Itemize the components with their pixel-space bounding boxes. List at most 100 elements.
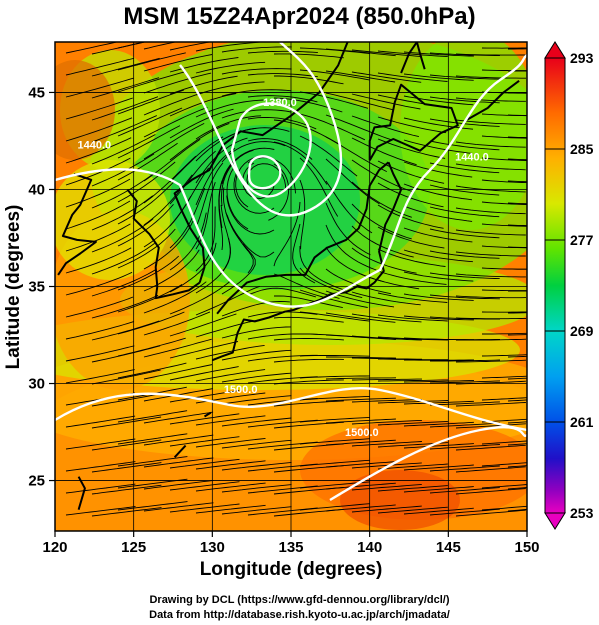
streamline: [351, 203, 412, 240]
streamline: [403, 161, 473, 178]
streamline: [221, 326, 291, 339]
colorbar-tick-label: 293: [570, 50, 594, 66]
colorbar-max-arrow: [544, 41, 566, 59]
streamline: [65, 200, 131, 230]
streamline: [455, 119, 526, 125]
streamline: [91, 57, 160, 77]
streamline: [299, 267, 363, 299]
streamline: [377, 420, 448, 426]
streamline: [403, 464, 474, 471]
streamline: [221, 68, 292, 75]
streamline: [351, 378, 422, 381]
streamline: [351, 93, 421, 110]
streamline: [221, 349, 292, 361]
colorbar: 293 285 277 269 261 253: [544, 41, 594, 530]
streamline: [299, 459, 370, 467]
streamline: [91, 218, 154, 253]
streamline: [403, 139, 473, 154]
streamline: [226, 167, 249, 230]
streamline: [195, 482, 266, 492]
streamline: [273, 421, 344, 429]
streamline: [481, 484, 527, 489]
y-axis: 25 30 35 40 45: [28, 84, 55, 490]
streamline: [169, 212, 207, 271]
contour-line: [230, 102, 312, 198]
streamline: [299, 157, 339, 217]
x-tick-label: 150: [514, 539, 539, 556]
streamline: [507, 158, 527, 161]
streamline: [403, 443, 474, 449]
streamline: [195, 285, 260, 316]
streamline: [247, 116, 317, 130]
streamline: [143, 311, 211, 336]
colorbar-scale: [544, 57, 566, 514]
streamline: [325, 312, 396, 323]
streamline: [91, 507, 162, 517]
streamline: [508, 48, 527, 50]
streamline: [377, 50, 448, 58]
streamline: [195, 437, 266, 448]
streamline: [455, 402, 526, 407]
streamline: [429, 184, 500, 196]
streamline: [143, 54, 213, 72]
streamline: [481, 135, 527, 139]
streamline: [169, 413, 240, 425]
streamline: [455, 380, 526, 385]
x-tick-label: 135: [278, 539, 303, 556]
streamline: [143, 364, 213, 380]
streamline: [117, 337, 186, 357]
field-patch: [400, 42, 527, 230]
streamline: [481, 375, 527, 379]
streamline: [299, 69, 370, 81]
streamline: [273, 141, 328, 185]
streamline: [65, 345, 135, 362]
streamline: [117, 410, 188, 423]
streamline: [65, 415, 136, 428]
streamline: [351, 462, 422, 469]
streamline: [273, 97, 343, 113]
streamline: [325, 268, 391, 295]
streamline: [429, 140, 500, 151]
streamline: [247, 50, 318, 54]
credit-data-source: Data from http://database.rish.kyoto-u.a…: [149, 609, 450, 621]
contour-label: 1380.0: [263, 97, 297, 109]
streamline: [299, 355, 371, 357]
streamline: [403, 249, 473, 263]
streamline: [143, 122, 205, 160]
streamline: [91, 320, 160, 341]
streamline: [143, 411, 214, 424]
streamline: [377, 94, 447, 108]
streamline: [91, 462, 162, 473]
streamline: [226, 214, 275, 258]
streamline: [507, 399, 527, 402]
streamline: [429, 401, 500, 406]
streamline: [169, 341, 239, 359]
streamline: [481, 440, 527, 445]
coastline: [216, 161, 390, 315]
streamline: [507, 443, 527, 446]
streamline: [507, 465, 527, 468]
streamline: [429, 444, 500, 450]
streamline: [221, 301, 290, 317]
streamline: [507, 487, 527, 490]
streamline: [377, 336, 448, 341]
streamline: [377, 204, 444, 229]
streamline: [507, 136, 527, 139]
streamline: [325, 418, 396, 424]
streamline: [429, 228, 500, 239]
streamline: [65, 42, 119, 54]
streamline: [325, 224, 377, 271]
streamline: [143, 457, 214, 468]
contour-label: 1440.0: [78, 140, 112, 152]
streamline: [195, 137, 248, 184]
chart-title: MSM 15Z24Apr2024 (850.0hPa): [123, 3, 476, 30]
streamline: [221, 439, 292, 449]
streamline: [195, 460, 266, 470]
streamline: [91, 77, 160, 99]
streamline: [403, 51, 474, 57]
streamline: [429, 206, 500, 218]
streamline: [65, 178, 131, 208]
streamline: [221, 395, 292, 405]
streamline: [91, 96, 159, 121]
streamline: [117, 107, 183, 137]
